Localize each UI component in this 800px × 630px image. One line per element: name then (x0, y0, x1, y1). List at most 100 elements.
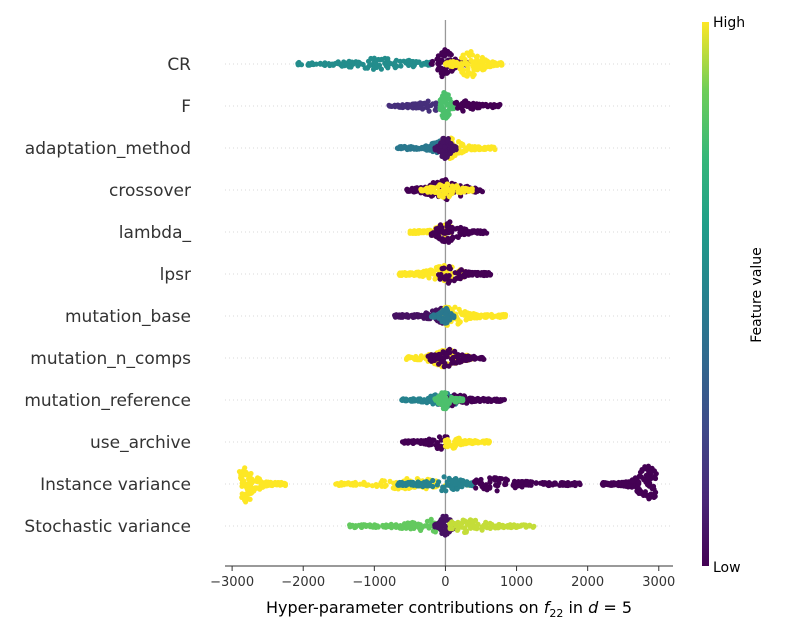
point (519, 484, 525, 490)
point (422, 398, 428, 404)
point (247, 496, 253, 502)
point (351, 524, 357, 530)
feature-row-points (404, 177, 485, 203)
point (417, 313, 423, 319)
point (425, 227, 431, 234)
feature-row-points (407, 219, 490, 245)
point (452, 348, 458, 354)
point (442, 144, 448, 150)
point (463, 73, 469, 79)
point (456, 435, 462, 441)
point (434, 395, 440, 401)
point (249, 485, 255, 491)
point (436, 434, 443, 440)
point (411, 101, 417, 107)
point (492, 146, 498, 153)
point (418, 438, 424, 444)
point (463, 317, 469, 323)
feature-label: lambda_ (119, 223, 192, 243)
point (428, 267, 434, 273)
point (424, 518, 430, 524)
point (435, 184, 441, 190)
point (410, 64, 416, 70)
point (393, 312, 399, 318)
point (479, 54, 485, 61)
point (434, 356, 441, 362)
point (459, 484, 465, 490)
point (479, 354, 485, 361)
point (440, 188, 447, 194)
point (437, 276, 443, 282)
point (645, 463, 652, 469)
point (474, 188, 480, 194)
point (473, 229, 479, 235)
x-tick-label: −3000 (210, 575, 254, 590)
point (444, 154, 450, 160)
point (459, 352, 465, 358)
point (443, 488, 449, 494)
point (458, 274, 464, 280)
x-tick-label: 2000 (571, 575, 604, 590)
beeswarm-points (236, 47, 659, 538)
point (432, 229, 438, 236)
point (404, 355, 410, 361)
point (398, 63, 404, 69)
feature-label: Instance variance (40, 475, 191, 495)
feature-label: CR (167, 55, 191, 75)
point (244, 482, 251, 488)
colorbar-low-label: Low (713, 560, 741, 576)
point (468, 147, 475, 153)
point (439, 139, 446, 145)
point (472, 58, 478, 65)
point (456, 320, 462, 326)
point (394, 145, 400, 151)
point (450, 188, 456, 194)
point (533, 480, 539, 486)
point (455, 526, 461, 533)
point (442, 97, 448, 103)
point (541, 481, 548, 487)
point (523, 481, 529, 487)
point (552, 480, 558, 486)
point (256, 486, 263, 492)
point (383, 522, 389, 528)
point (450, 442, 456, 448)
feature-row-points (399, 434, 492, 452)
feature-row-points (295, 47, 505, 80)
point (492, 397, 498, 403)
point (436, 188, 442, 195)
point (546, 480, 552, 486)
point (479, 102, 485, 108)
point (368, 55, 374, 62)
feature-row-points (403, 346, 487, 370)
point (443, 390, 449, 396)
point (483, 486, 489, 492)
point (465, 66, 471, 72)
point (645, 474, 651, 480)
point (379, 478, 385, 484)
point (427, 357, 433, 363)
point (367, 62, 373, 68)
point (259, 482, 265, 488)
point (404, 312, 410, 318)
point (479, 527, 485, 533)
point (411, 355, 417, 361)
point (518, 479, 525, 485)
point (407, 230, 413, 236)
point (483, 397, 489, 403)
point (457, 102, 463, 108)
point (434, 522, 440, 528)
point (451, 520, 457, 527)
point (449, 478, 455, 485)
point (560, 481, 567, 487)
point (418, 100, 424, 106)
point (450, 62, 456, 68)
point (279, 482, 285, 488)
point (439, 487, 445, 494)
point (471, 63, 477, 69)
point (437, 352, 443, 358)
point (469, 518, 475, 524)
point (424, 483, 430, 489)
point (492, 477, 498, 483)
point (482, 314, 488, 320)
